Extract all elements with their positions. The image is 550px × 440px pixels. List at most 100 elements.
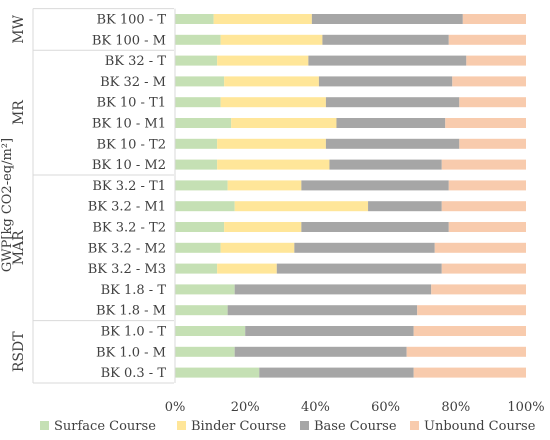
y-axis-title: GWP[kg CO2-eq/m²] <box>0 138 15 272</box>
bar-segment <box>224 222 302 232</box>
group-label: MW <box>11 14 27 43</box>
group-label: MR <box>11 100 27 125</box>
bar-segment <box>220 242 295 253</box>
bar-segment <box>175 97 221 108</box>
bar-segment <box>175 346 235 357</box>
category-label: BK 3.2 - M2 <box>88 241 166 256</box>
bar-segment <box>301 222 449 232</box>
x-tick-label: 60% <box>371 400 400 415</box>
category-label: BK 3.2 - M3 <box>88 262 166 277</box>
bar-segment <box>441 159 526 170</box>
bar-segment <box>413 367 526 378</box>
bar-segment <box>220 34 323 45</box>
bar-segment <box>227 305 418 316</box>
bar-segment <box>175 159 218 170</box>
category-label: BK 1.0 - M <box>96 345 166 360</box>
bar-segment <box>308 55 467 66</box>
category-label: BK 32 - T <box>105 54 167 69</box>
category-label: BK 3.2 - M1 <box>88 200 166 215</box>
legend-swatch <box>177 421 186 430</box>
bar-segment <box>227 180 302 191</box>
bar-segment <box>445 118 526 128</box>
bar-segment <box>175 34 221 45</box>
bar-segment <box>175 367 260 378</box>
x-tick-label: 80% <box>441 400 470 415</box>
category-label: BK 10 - M1 <box>92 117 166 132</box>
bar-segment <box>441 263 526 274</box>
bar-segment <box>311 14 463 24</box>
bar-segment <box>220 97 326 108</box>
bar-segment <box>325 97 460 108</box>
category-label: BK 100 - M <box>92 33 166 48</box>
bar-segment <box>213 14 312 24</box>
group-label: MAR <box>11 230 27 265</box>
category-label: BK 10 - T1 <box>96 96 166 111</box>
bar-segment <box>217 55 309 66</box>
bar-segment <box>175 55 218 66</box>
bar-segment <box>301 180 449 191</box>
bar-segment <box>175 222 225 232</box>
bar-segment <box>175 118 232 128</box>
category-label: BK 10 - T2 <box>96 137 166 152</box>
bar-segment <box>448 222 526 232</box>
bar-segment <box>175 242 221 253</box>
bar-segment <box>325 138 460 149</box>
x-tick-label: 100% <box>507 400 544 415</box>
bar-segment <box>336 118 446 128</box>
bar-segment <box>441 201 526 212</box>
bar-segment <box>452 76 526 87</box>
bar-segment <box>175 263 218 274</box>
legend-swatch <box>410 421 419 430</box>
legend-label: Unbound Course <box>424 419 536 434</box>
bar-segment <box>175 326 246 336</box>
bar-segment <box>413 326 526 336</box>
category-label: BK 3.2 - T1 <box>92 179 166 194</box>
legend-label: Base Course <box>314 419 397 434</box>
bar-segment <box>459 138 526 149</box>
category-label: BK 1.8 - M <box>96 304 166 319</box>
bar-segment <box>466 55 526 66</box>
bar-segment <box>276 263 442 274</box>
bar-segment <box>175 14 214 24</box>
bar-segment <box>448 34 526 45</box>
bar-segment <box>217 263 277 274</box>
bar-segment <box>175 180 228 191</box>
bar-segment <box>245 326 414 336</box>
bar-segment <box>259 367 414 378</box>
x-tick-label: 0% <box>165 400 186 415</box>
bar-segment <box>175 284 235 295</box>
category-label: BK 3.2 - T2 <box>92 221 166 236</box>
bar-segment <box>294 242 435 253</box>
bar-segment <box>175 201 235 212</box>
bar-segment <box>448 180 526 191</box>
bar-segment <box>175 76 225 87</box>
bar-segment <box>224 76 319 87</box>
category-label: BK 1.8 - T <box>101 283 167 298</box>
x-tick-label: 40% <box>301 400 330 415</box>
category-label: BK 100 - T <box>96 13 166 28</box>
bar-segment <box>434 242 526 253</box>
bar-segment <box>406 346 526 357</box>
legend-swatch <box>40 421 49 430</box>
bar-segment <box>318 76 453 87</box>
x-tick-label: 20% <box>231 400 260 415</box>
bar-segment <box>368 201 442 212</box>
group-label: RSDT <box>11 331 27 372</box>
bar-segment <box>234 201 369 212</box>
bar-segment <box>417 305 526 316</box>
category-label: BK 32 - M <box>100 75 166 90</box>
category-label: BK 10 - M2 <box>92 158 166 173</box>
category-label: BK 1.0 - T <box>101 325 167 340</box>
legend-label: Surface Course <box>54 419 156 434</box>
legend-label: Binder Course <box>191 419 286 434</box>
bar-segment <box>234 284 432 295</box>
bar-segment <box>462 14 526 24</box>
bar-segment <box>175 138 218 149</box>
bar-segment <box>234 346 407 357</box>
bar-segment <box>231 118 337 128</box>
bar-segment <box>217 138 326 149</box>
bar-segment <box>322 34 449 45</box>
bar-segment <box>459 97 526 108</box>
bar-segment <box>217 159 330 170</box>
